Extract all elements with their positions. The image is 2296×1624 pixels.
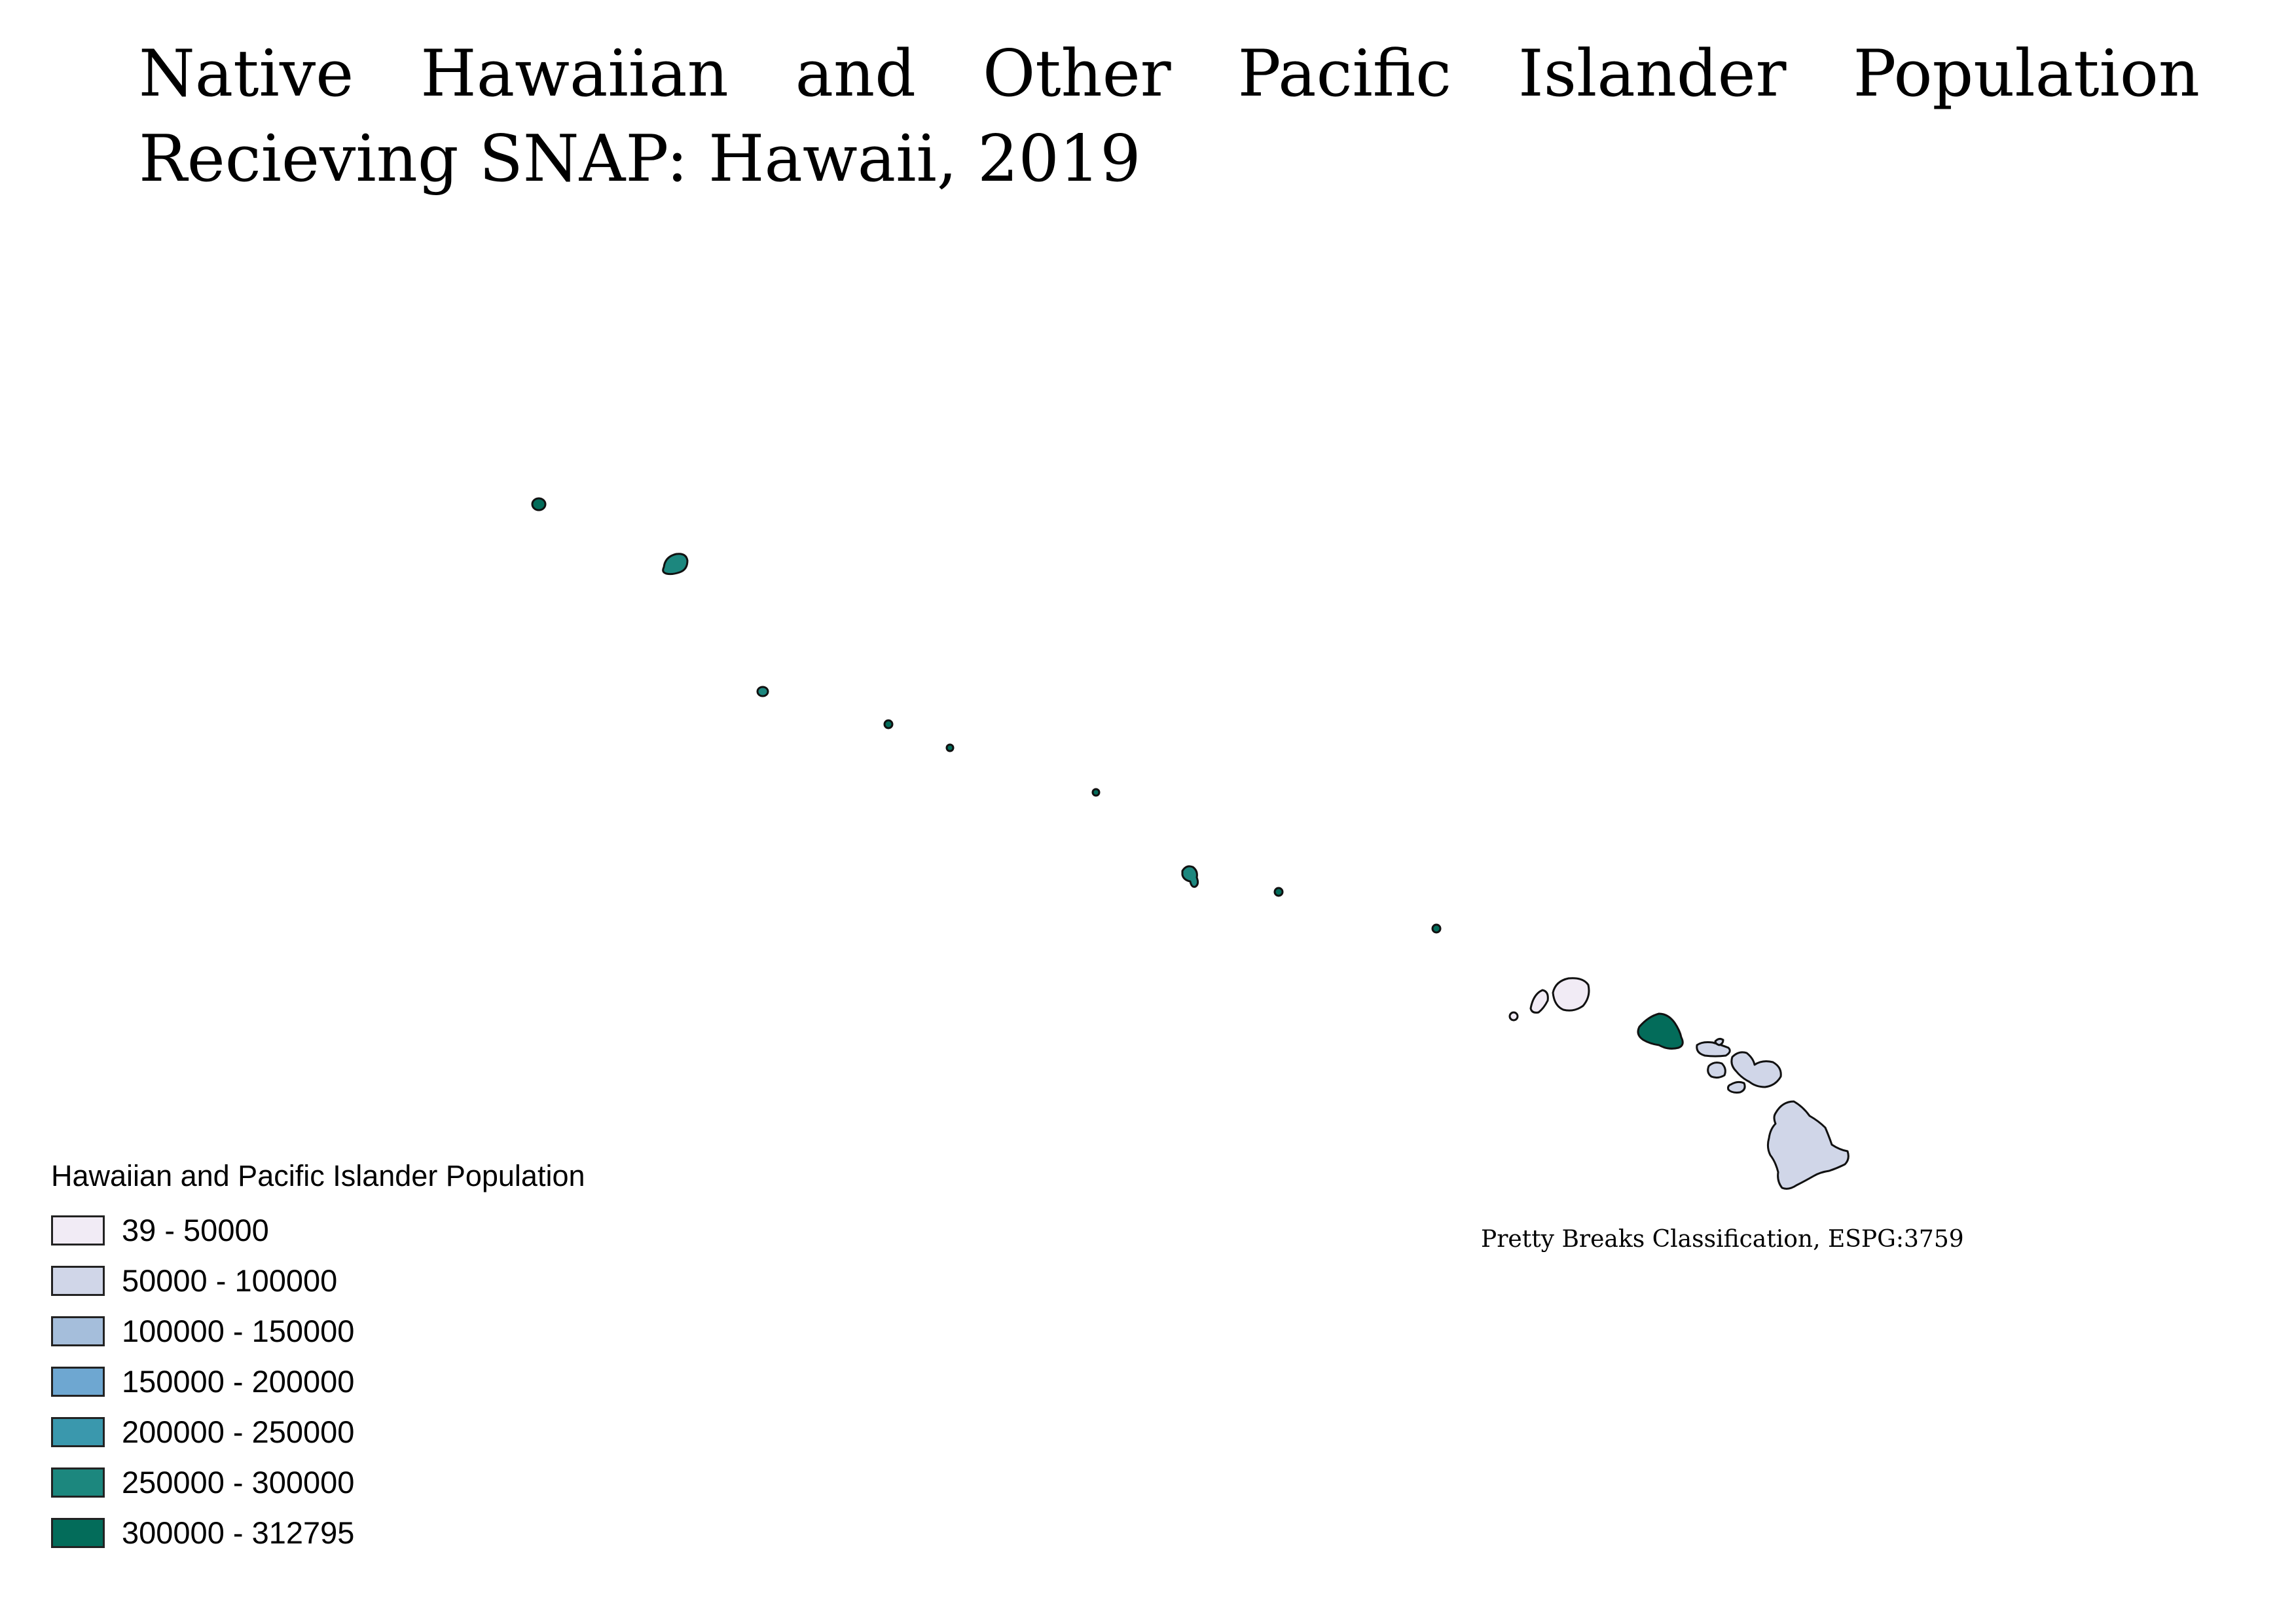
legend-title: Hawaiian and Pacific Islander Population xyxy=(51,1159,585,1192)
legend-item: 100000 - 150000 xyxy=(51,1306,585,1356)
title-word: Pacific xyxy=(1237,37,1452,111)
title-line-2: Recieving SNAP: Hawaii, 2019 xyxy=(139,122,1141,196)
legend-label: 200000 - 250000 xyxy=(122,1414,355,1449)
title-word: Islander xyxy=(1518,37,1787,111)
classification-credit: Pretty Breaks Classification, ESPG:3759 xyxy=(1481,1226,1964,1253)
island-lisianski xyxy=(883,719,894,729)
island-niihau xyxy=(1508,1011,1519,1022)
island-nihoa xyxy=(1431,923,1442,934)
legend-item: 150000 - 200000 xyxy=(51,1356,585,1407)
title-word: Population xyxy=(1853,37,2200,111)
legend-label: 250000 - 300000 xyxy=(122,1465,355,1500)
title-line-1: Native Hawaiian and Other Pacific Island… xyxy=(139,31,2200,117)
island-oahu xyxy=(1637,1012,1684,1050)
legend-swatch xyxy=(51,1517,105,1548)
island-midway-atoll xyxy=(662,553,689,576)
legend-item: 50000 - 100000 xyxy=(51,1255,585,1306)
map-legend: Hawaiian and Pacific Islander Population… xyxy=(51,1159,585,1558)
legend-item: 200000 - 250000 xyxy=(51,1407,585,1457)
island-laysan xyxy=(945,743,955,752)
island-maro-reef xyxy=(1091,788,1101,797)
legend-swatch xyxy=(51,1316,105,1346)
island-pearl-hermes xyxy=(756,686,769,697)
map-title: Native Hawaiian and Other Pacific Island… xyxy=(139,31,2200,202)
island-kahoolawe xyxy=(1727,1080,1746,1094)
island-lanai xyxy=(1707,1061,1726,1079)
legend-label: 50000 - 100000 xyxy=(122,1263,338,1298)
legend-swatch xyxy=(51,1215,105,1246)
legend-item: 39 - 50000 xyxy=(51,1205,585,1255)
legend-item: 250000 - 300000 xyxy=(51,1457,585,1507)
legend-swatch xyxy=(51,1265,105,1296)
title-word: and xyxy=(795,37,916,111)
island-kalaupapa xyxy=(1714,1037,1724,1046)
legend-label: 100000 - 150000 xyxy=(122,1314,355,1348)
island-maui xyxy=(1730,1051,1782,1088)
legend-label: 39 - 50000 xyxy=(122,1213,269,1247)
island-kauai-main xyxy=(1552,977,1590,1012)
title-word: Native xyxy=(139,37,354,111)
legend-label: 150000 - 200000 xyxy=(122,1364,355,1399)
title-word: Other xyxy=(982,37,1171,111)
legend-swatch xyxy=(51,1416,105,1447)
legend-item: 300000 - 312795 xyxy=(51,1507,585,1558)
title-word: Hawaiian xyxy=(420,37,729,111)
island-kauai xyxy=(1529,989,1549,1014)
legend-swatch xyxy=(51,1366,105,1397)
island-necker xyxy=(1273,887,1284,897)
island-molokai xyxy=(1696,1041,1731,1058)
island-french-frigate-shoals xyxy=(1181,865,1199,888)
island-kure-atoll xyxy=(531,497,547,511)
legend-swatch xyxy=(51,1467,105,1498)
legend-label: 300000 - 312795 xyxy=(122,1515,355,1550)
island-hawaii xyxy=(1766,1100,1850,1190)
